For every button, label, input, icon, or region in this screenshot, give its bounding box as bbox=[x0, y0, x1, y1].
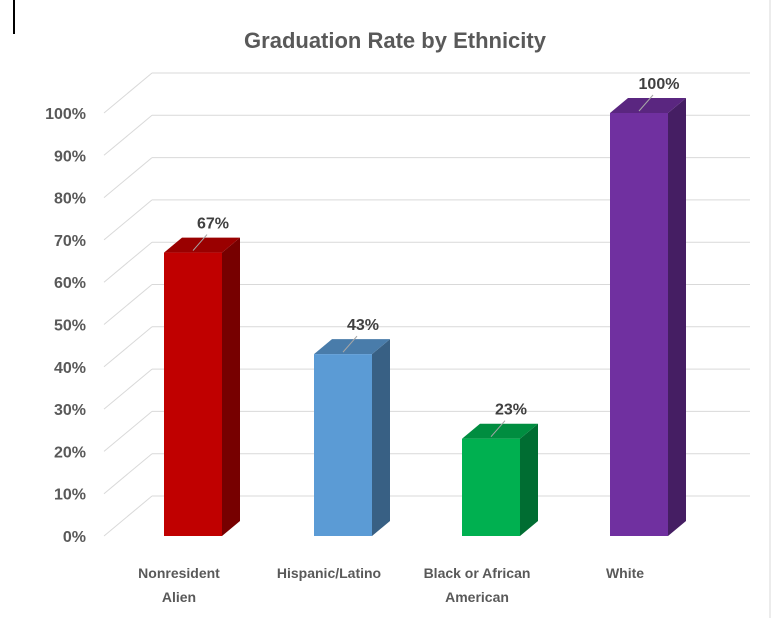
category-labels: Nonresident Alien Hispanic/Latino Black or … bbox=[138, 565, 644, 605]
data-label: 43% bbox=[347, 317, 379, 334]
gridline-diagonal bbox=[103, 284, 153, 325]
data-label-leader bbox=[490, 420, 506, 438]
y-tick-label: 10% bbox=[54, 487, 86, 504]
bar-top bbox=[462, 423, 538, 439]
y-tick-label: 80% bbox=[54, 191, 86, 208]
y-tick-label: 40% bbox=[54, 360, 86, 377]
y-tick-label: 20% bbox=[54, 444, 86, 461]
bar-front bbox=[314, 354, 372, 536]
gridline-diagonal bbox=[103, 157, 153, 198]
y-tick-label: 100% bbox=[45, 106, 86, 123]
y-tick-label: 0% bbox=[63, 529, 86, 546]
category-label: Black or African bbox=[424, 565, 531, 581]
gridline-diagonal bbox=[103, 495, 153, 537]
bar-top bbox=[164, 237, 240, 253]
bar bbox=[164, 237, 240, 536]
bar-front bbox=[610, 113, 668, 536]
bar-side bbox=[520, 423, 538, 536]
category-label: Hispanic/Latino bbox=[277, 565, 381, 581]
bar-side bbox=[668, 98, 686, 536]
chart-title: Graduation Rate by Ethnicity bbox=[244, 28, 547, 53]
category-label: American bbox=[445, 589, 509, 605]
data-label: 67% bbox=[197, 216, 229, 233]
bar-top bbox=[314, 339, 390, 355]
y-tick-label: 60% bbox=[54, 275, 86, 292]
bar-side bbox=[222, 237, 240, 536]
gridline-diagonal bbox=[103, 453, 153, 495]
gridline-diagonal bbox=[103, 72, 153, 114]
gridline-diagonal bbox=[103, 199, 153, 241]
data-label: 23% bbox=[495, 402, 527, 419]
category-label: White bbox=[606, 565, 644, 581]
data-label-leader bbox=[342, 335, 358, 353]
bar-side bbox=[372, 339, 390, 536]
gridline-diagonal bbox=[103, 411, 153, 452]
y-tick-label: 90% bbox=[54, 148, 86, 165]
y-tick-label: 30% bbox=[54, 402, 86, 419]
bar bbox=[314, 339, 390, 536]
bar-top bbox=[610, 98, 686, 113]
bar-front bbox=[164, 252, 222, 536]
category-label: Alien bbox=[162, 589, 196, 605]
category-label: Nonresident bbox=[138, 565, 220, 581]
bar-front bbox=[462, 438, 520, 536]
data-label-leader bbox=[192, 234, 208, 251]
gridline-diagonal bbox=[103, 241, 153, 283]
gridline-diagonal bbox=[103, 368, 153, 410]
y-tick-label: 70% bbox=[54, 233, 86, 250]
y-tick-label: 50% bbox=[54, 318, 86, 335]
bars bbox=[164, 98, 686, 536]
y-axis-ticks: 0% 10% 20% 30% 40% 50% 60% 70% 80% 90% 100% bbox=[45, 106, 86, 546]
bar bbox=[462, 423, 538, 536]
gridline-diagonal bbox=[103, 326, 153, 368]
data-labels: 67% 43% 23% 100% bbox=[192, 76, 680, 438]
gridline-diagonal bbox=[103, 114, 153, 156]
bar bbox=[610, 98, 686, 536]
data-label-leader bbox=[638, 94, 654, 112]
data-label: 100% bbox=[639, 76, 680, 93]
